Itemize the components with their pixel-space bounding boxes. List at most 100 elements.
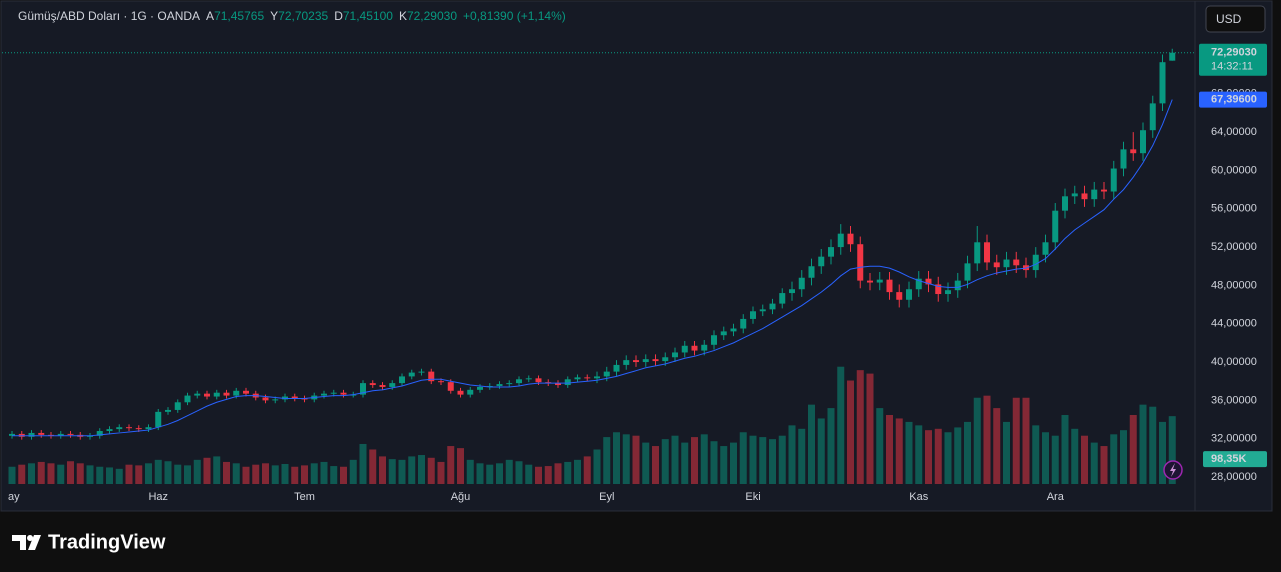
candle-body (906, 289, 912, 300)
candle-body (779, 293, 786, 304)
y-tick-label: 52,00000 (1211, 241, 1257, 253)
candle-body (837, 233, 844, 248)
volume-bar (320, 461, 328, 484)
volume-bar (915, 425, 923, 484)
candle-body (1159, 62, 1166, 104)
volume-bar (427, 457, 435, 484)
volume-bar (778, 435, 786, 484)
y-tick-label: 40,00000 (1211, 356, 1257, 368)
volume-bar (135, 465, 143, 484)
volume-bar (759, 437, 767, 484)
y-tick-label: 32,00000 (1211, 433, 1257, 445)
volume-bar (603, 437, 611, 484)
field-value: 72,70235 (278, 9, 328, 23)
volume-bar (145, 463, 152, 484)
volume-bar (515, 461, 523, 484)
change: +0,81390 (+1,14%) (463, 9, 566, 23)
volume-bar (788, 425, 796, 484)
volume-bar (730, 442, 737, 484)
volume-bar (388, 459, 396, 484)
candle-body (945, 290, 951, 295)
candle-body (633, 360, 639, 363)
candle-body (126, 427, 132, 429)
volume-bar (817, 418, 825, 484)
volume-bar (330, 466, 338, 484)
candle-body (1003, 259, 1010, 268)
candle-body (418, 371, 425, 373)
volume-bar (408, 456, 416, 484)
ma-badge (1199, 91, 1267, 108)
volume-bar (876, 408, 884, 484)
candle-body (652, 359, 659, 362)
candle-body (1091, 189, 1098, 200)
candle-body (116, 427, 123, 430)
candle-body (1032, 254, 1039, 271)
volume-bar (613, 432, 620, 484)
candle-body (808, 266, 815, 278)
candle-body (1042, 242, 1049, 255)
volume-bar (934, 428, 942, 484)
candle-body (594, 376, 600, 379)
candle-body (262, 397, 269, 401)
volume-bar (1051, 435, 1059, 484)
volume-bar (28, 463, 35, 484)
volume-bar (739, 432, 747, 484)
volume-bar (798, 428, 806, 484)
field-value: 72,29030 (407, 9, 457, 23)
candle-body (1149, 103, 1156, 131)
volume-bar (271, 465, 279, 484)
field-key: Y (270, 9, 278, 23)
candle-body (925, 278, 932, 285)
y-tick-label: 64,00000 (1211, 126, 1257, 138)
candle-body (740, 318, 747, 329)
candle-body (477, 386, 483, 390)
volume-bar (749, 435, 757, 484)
candle-body (964, 263, 971, 281)
candle-body (243, 390, 249, 394)
candle-body (1130, 149, 1137, 154)
candle-body (291, 396, 298, 399)
volume-bar (106, 467, 113, 484)
volume-bar (944, 432, 952, 484)
candle-body (613, 364, 620, 372)
volume-bar (418, 455, 425, 484)
volume-bar (1061, 415, 1069, 484)
volume-bar (983, 395, 991, 484)
candle-body (750, 311, 756, 319)
chart-panel (0, 0, 1273, 512)
candle-body (711, 335, 717, 345)
candle-body (57, 433, 64, 436)
candle-body (506, 383, 513, 385)
candle-body (165, 409, 171, 412)
candle-body (603, 371, 610, 377)
volume-bar (632, 435, 640, 484)
candle-body (954, 280, 961, 291)
volume-bar (720, 446, 728, 484)
candle-body (574, 377, 581, 380)
volume-bar (700, 434, 708, 484)
candle-body (818, 256, 825, 267)
candle-body (194, 393, 201, 396)
candle-body (360, 383, 366, 395)
symbol: Gümüş/ABD Doları · 1G · OANDA (18, 9, 200, 23)
volume-bar (18, 464, 26, 484)
candle-body (564, 379, 571, 386)
volume-bar (642, 442, 650, 484)
volume-bar (369, 449, 377, 484)
candle-body (447, 382, 454, 391)
volume-bar (1081, 435, 1088, 484)
volume-bar (476, 463, 484, 484)
candle-body (555, 383, 561, 386)
volume-bar (359, 443, 367, 484)
candle-body (135, 428, 142, 430)
candle-body (896, 292, 903, 300)
volume-bar (1120, 430, 1127, 484)
x-tick-label: Ağu (451, 491, 471, 503)
currency-label[interactable]: USD (1216, 12, 1242, 26)
volume-bar (281, 463, 289, 484)
volume-bar (57, 464, 65, 484)
candle-body (974, 242, 981, 264)
volume-bar (574, 459, 581, 484)
currency-button[interactable] (1205, 5, 1266, 33)
